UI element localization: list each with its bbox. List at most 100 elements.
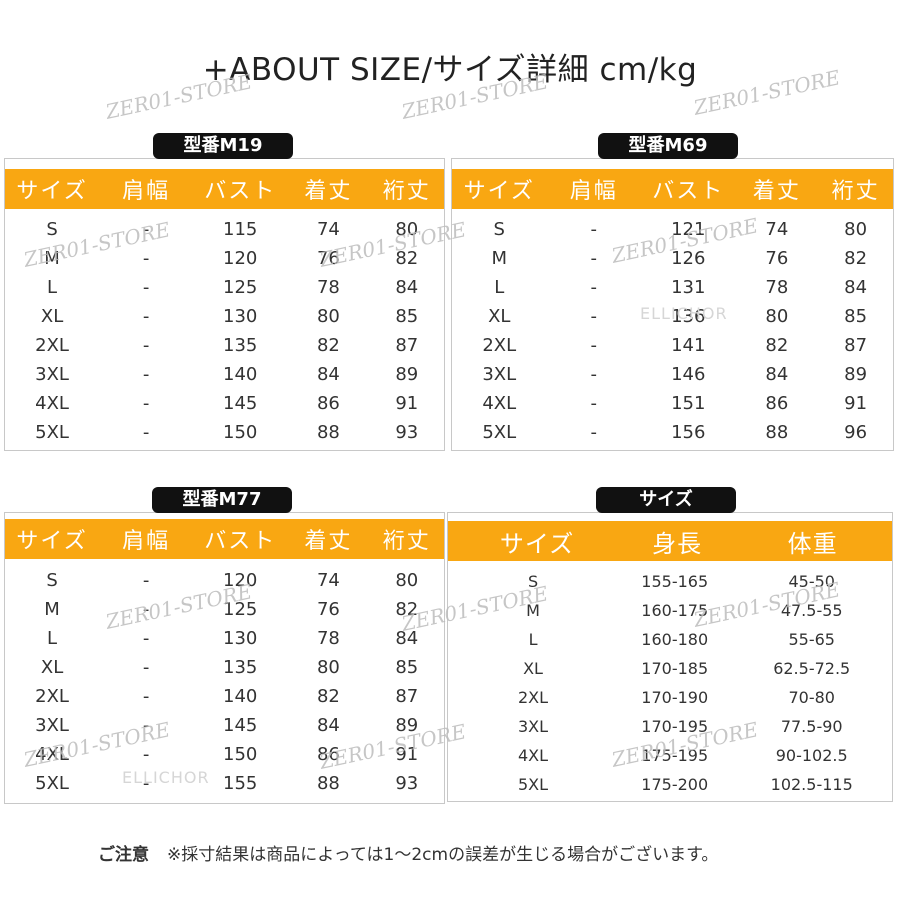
cell: -	[142, 277, 150, 298]
table-row: 2XL - 140 82 87	[5, 682, 444, 711]
cell: 82	[395, 599, 419, 620]
cell: M	[44, 248, 60, 269]
table-row: S - 121 74 80	[452, 215, 893, 244]
cell: -	[590, 335, 598, 356]
cell: -	[590, 364, 598, 385]
cell: -	[142, 364, 150, 385]
cell: 80	[316, 657, 340, 678]
header-shoulder: 肩幅	[569, 179, 618, 204]
table-row: 4XL - 151 86 91	[452, 389, 893, 418]
cell: 125	[223, 599, 258, 620]
cell: 4XL	[35, 744, 69, 765]
cell: L	[528, 630, 538, 649]
table-row: M - 120 76 82	[5, 244, 444, 273]
table-body: S 155-165 45-50 M 160-175 47.5-55 L 160-180 55…	[448, 567, 892, 799]
cell: 5XL	[482, 422, 517, 443]
cell: 141	[671, 335, 706, 356]
table-row: XL - 136 80 85	[452, 302, 893, 331]
cell: 3XL	[482, 364, 517, 385]
table-label-m77: 型番M77	[152, 487, 292, 513]
header-bust: バスト	[204, 179, 277, 204]
cell: -	[142, 599, 150, 620]
table-row: L - 131 78 84	[452, 273, 893, 302]
cell: 88	[765, 422, 789, 443]
cell: 151	[671, 393, 706, 414]
cell: 140	[223, 364, 258, 385]
header-size: サイズ	[499, 529, 575, 558]
footnote: ご注意 ※採寸結果は商品によっては1～2cmの誤差が生じる場合がございます。	[98, 840, 718, 865]
cell: 96	[844, 422, 868, 443]
table-row: 4XL - 145 86 91	[5, 389, 444, 418]
cell: -	[142, 335, 150, 356]
cell: 90-102.5	[775, 746, 848, 765]
table-header: サイズ 肩幅 バスト 着丈 裄丈	[452, 169, 893, 209]
table-row: L 160-180 55-65	[448, 625, 892, 654]
cell: 85	[395, 657, 419, 678]
table-header: サイズ 身長 体重	[448, 521, 892, 561]
cell: 136	[671, 306, 706, 327]
table-body: S - 120 74 80 M - 125 76 82 L - 130 78 84 XL - 135 80 85…	[5, 566, 444, 798]
table-row: 3XL - 146 84 89	[452, 360, 893, 389]
table-row: 4XL 175-195 90-102.5	[448, 741, 892, 770]
cell: 45-50	[788, 572, 835, 591]
table-row: 5XL - 150 88 93	[5, 418, 444, 447]
cell: 175-195	[641, 746, 709, 765]
cell: 91	[395, 393, 419, 414]
table-row: 5XL - 156 88 96	[452, 418, 893, 447]
cell: 74	[316, 570, 340, 591]
size-guide-table: サイズ 身長 体重 S 155-165 45-50 M 160-175 47.5-55 …	[447, 512, 893, 802]
cell: -	[590, 422, 598, 443]
cell: 80	[844, 219, 868, 240]
cell: 3XL	[517, 717, 549, 736]
cell: 150	[223, 422, 258, 443]
cell: -	[142, 422, 150, 443]
cell: -	[590, 393, 598, 414]
cell: 155	[223, 773, 258, 794]
cell: M	[491, 248, 508, 269]
table-row: XL 170-185 62.5-72.5	[448, 654, 892, 683]
cell: 70-80	[788, 688, 835, 707]
header-bust: バスト	[204, 529, 277, 554]
cell: 156	[671, 422, 706, 443]
cell: 4XL	[517, 746, 549, 765]
cell: S	[493, 219, 505, 240]
cell: -	[142, 773, 150, 794]
footnote-text: ※採寸結果は商品によっては1～2cmの誤差が生じる場合がございます。	[167, 845, 719, 865]
cell: 84	[844, 277, 868, 298]
cell: 155-165	[641, 572, 709, 591]
cell: 89	[844, 364, 868, 385]
cell: 85	[395, 306, 419, 327]
cell: 88	[316, 422, 340, 443]
cell: 84	[316, 364, 340, 385]
table-label-size-guide: サイズ	[596, 487, 736, 513]
cell: L	[494, 277, 505, 298]
table-row: L - 130 78 84	[5, 624, 444, 653]
table-row: S - 120 74 80	[5, 566, 444, 595]
cell: 145	[223, 715, 258, 736]
cell: XL	[488, 306, 511, 327]
cell: 91	[395, 744, 419, 765]
cell: 175-200	[641, 775, 709, 794]
header-height: 身長	[652, 529, 703, 558]
cell: 80	[765, 306, 789, 327]
table-row: 4XL - 150 86 91	[5, 740, 444, 769]
cell: 91	[844, 393, 868, 414]
table-body: S - 115 74 80 M - 120 76 82 L - 125 78 84 XL - 130 80 85…	[5, 215, 444, 447]
table-header: サイズ 肩幅 バスト 着丈 裄丈	[5, 519, 444, 559]
cell: 140	[223, 686, 258, 707]
cell: 82	[316, 686, 340, 707]
cell: -	[590, 277, 598, 298]
cell: 3XL	[35, 715, 69, 736]
cell: 74	[765, 219, 789, 240]
table-row: S - 115 74 80	[5, 215, 444, 244]
cell: 87	[395, 335, 419, 356]
cell: 2XL	[482, 335, 517, 356]
cell: 121	[671, 219, 706, 240]
cell: 80	[395, 219, 419, 240]
cell: 93	[395, 422, 419, 443]
cell: 160-175	[641, 601, 709, 620]
cell: -	[142, 744, 150, 765]
table-row: 3XL - 145 84 89	[5, 711, 444, 740]
table-row: M - 125 76 82	[5, 595, 444, 624]
cell: 86	[765, 393, 789, 414]
